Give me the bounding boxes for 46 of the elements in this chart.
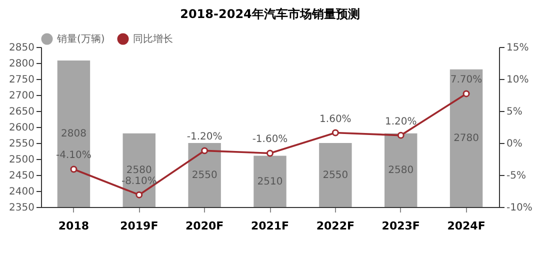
point bbox=[70, 166, 78, 173]
y2-tick-label: 15% bbox=[506, 42, 529, 54]
y-tick-label: 2500 bbox=[9, 154, 34, 166]
data-label: 1.60% bbox=[320, 114, 352, 125]
data-label: 1.20% bbox=[384, 116, 417, 128]
chart-title: 2018-2024年汽车市场销量预测 bbox=[180, 7, 360, 21]
legend-label: 销量(万辆) bbox=[56, 33, 105, 45]
point bbox=[201, 147, 208, 154]
y-tick-label: 2550 bbox=[9, 138, 34, 150]
data-label: 2808 bbox=[60, 128, 86, 140]
y2-tick-label: 10% bbox=[506, 74, 529, 86]
y-tick-label: 2600 bbox=[9, 122, 34, 134]
y2-tick-label: 5% bbox=[506, 106, 522, 118]
data-label: 2780 bbox=[454, 133, 480, 144]
point bbox=[332, 129, 339, 136]
y-tick-label: 2650 bbox=[9, 106, 34, 118]
x-tick-label: 2020F bbox=[186, 220, 224, 232]
point bbox=[266, 150, 274, 157]
y-tick-label: 2750 bbox=[9, 74, 34, 86]
y-tick-label: 2350 bbox=[9, 202, 34, 214]
legend-label: 同比增长 bbox=[133, 33, 173, 45]
data-label: 7.70% bbox=[450, 74, 482, 86]
x-tick-label: 2023F bbox=[382, 220, 420, 232]
x-tick-label: 2024F bbox=[447, 220, 486, 232]
point bbox=[136, 191, 143, 198]
y2-tick-label: -5% bbox=[506, 170, 526, 182]
point bbox=[462, 90, 470, 98]
data-label: -1.60% bbox=[252, 134, 288, 146]
x-tick-label: 2019F bbox=[120, 220, 158, 232]
point bbox=[397, 132, 404, 139]
data-label: 2550 bbox=[322, 170, 348, 181]
y-tick-label: 2800 bbox=[9, 58, 34, 70]
x-tick-label: 2018 bbox=[58, 220, 90, 232]
y-tick-label: 2450 bbox=[9, 170, 34, 182]
y2-tick-label: 0% bbox=[506, 138, 522, 150]
x-tick-label: 2021F bbox=[250, 220, 290, 232]
data-label: 2510 bbox=[257, 176, 283, 188]
y-tick-label: 2850 bbox=[9, 42, 34, 54]
data-label: 2580 bbox=[388, 165, 414, 176]
y-tick-label: 2700 bbox=[9, 90, 34, 102]
x-tick-label: 2022F bbox=[316, 220, 354, 232]
data-label: -1.20% bbox=[186, 132, 222, 143]
y-tick-label: 2400 bbox=[9, 186, 34, 198]
data-label: 2550 bbox=[192, 170, 218, 181]
y2-tick-label: -10% bbox=[506, 202, 532, 214]
data-label: 2580 bbox=[126, 165, 152, 176]
